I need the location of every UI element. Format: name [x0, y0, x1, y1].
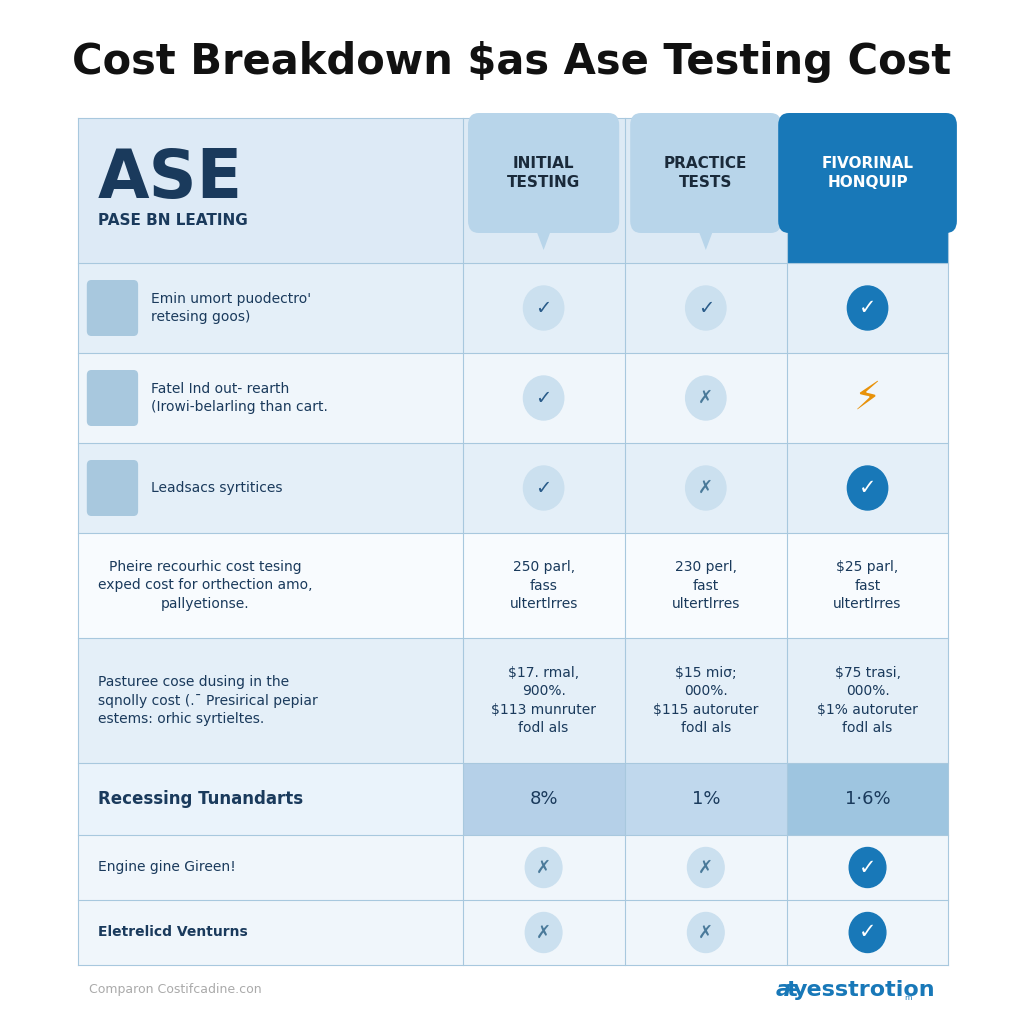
Circle shape — [523, 466, 564, 510]
Text: $75 trasi,
000%.
$1% autoruter
fodl als: $75 trasi, 000%. $1% autoruter fodl als — [817, 666, 918, 735]
Text: Pasturee cose dusing in the
sqnolly cost (.¯ Presirical pepiar
estems: orhic syr: Pasturee cose dusing in the sqnolly cost… — [98, 675, 317, 726]
Text: ✓: ✓ — [536, 299, 552, 317]
Text: ₘ: ₘ — [904, 989, 912, 1002]
Bar — [786, 763, 948, 835]
Circle shape — [523, 376, 564, 420]
Text: PRACTICE
TESTS: PRACTICE TESTS — [665, 157, 748, 189]
FancyBboxPatch shape — [87, 280, 138, 336]
Text: ✓: ✓ — [536, 478, 552, 498]
Polygon shape — [859, 228, 876, 250]
Bar — [78, 534, 948, 638]
Circle shape — [687, 912, 724, 952]
Circle shape — [848, 466, 888, 510]
Circle shape — [848, 286, 888, 330]
Text: Pheire recourhic cost tesing
exped cost for orthection amo,
pallyetionse.: Pheire recourhic cost tesing exped cost … — [98, 560, 312, 611]
Text: ✗: ✗ — [536, 924, 551, 941]
Text: ✓: ✓ — [859, 923, 877, 942]
FancyBboxPatch shape — [630, 113, 781, 233]
Text: 230 perl,
fast
ultertlrres: 230 perl, fast ultertlrres — [672, 560, 740, 611]
Circle shape — [686, 286, 726, 330]
Text: ASE: ASE — [98, 146, 243, 212]
FancyBboxPatch shape — [468, 113, 620, 233]
Text: ✗: ✗ — [698, 924, 714, 941]
Bar — [78, 118, 463, 263]
Circle shape — [525, 848, 562, 888]
Circle shape — [525, 912, 562, 952]
Bar — [78, 443, 948, 534]
Text: 250 parl,
fass
ultertlrres: 250 parl, fass ultertlrres — [509, 560, 578, 611]
Text: ✓: ✓ — [536, 388, 552, 408]
Text: Comparon Costifcadine.con: Comparon Costifcadine.con — [89, 983, 261, 996]
Text: yesstrotion: yesstrotion — [793, 980, 935, 1000]
Text: INITIAL
TESTING: INITIAL TESTING — [507, 157, 581, 189]
Text: $25 parl,
fast
ultertlrres: $25 parl, fast ultertlrres — [834, 560, 902, 611]
Text: a: a — [776, 980, 791, 1000]
Bar — [78, 118, 948, 965]
Text: ✗: ✗ — [698, 858, 714, 877]
Text: FIVORINAL
HONQUIP: FIVORINAL HONQUIP — [821, 157, 913, 189]
Bar — [78, 638, 948, 763]
Circle shape — [686, 466, 726, 510]
Text: PASE BN LEATING: PASE BN LEATING — [98, 213, 248, 228]
Text: $17. rmal,
900%.
$113 munruter
fodl als: $17. rmal, 900%. $113 munruter fodl als — [492, 666, 596, 735]
Text: Engine gine Gireen!: Engine gine Gireen! — [98, 860, 236, 874]
Text: $15 miσ;
000%.
$115 autoruter
fodl als: $15 miσ; 000%. $115 autoruter fodl als — [653, 666, 759, 735]
Bar — [625, 763, 786, 835]
FancyBboxPatch shape — [87, 370, 138, 426]
Text: ✗: ✗ — [698, 389, 714, 407]
Text: 1%: 1% — [691, 790, 720, 808]
Text: 8%: 8% — [529, 790, 558, 808]
Text: Leadsacs syrtitices: Leadsacs syrtitices — [151, 481, 283, 495]
Text: ✓: ✓ — [859, 298, 877, 318]
Circle shape — [849, 912, 886, 952]
Text: ⚡: ⚡ — [854, 379, 882, 417]
Bar — [78, 763, 463, 835]
FancyBboxPatch shape — [87, 460, 138, 516]
Text: ✗: ✗ — [536, 858, 551, 877]
Bar — [463, 118, 625, 263]
Text: Emin umort puodectro'
retesing goos): Emin umort puodectro' retesing goos) — [151, 292, 311, 325]
Bar — [463, 763, 625, 835]
Bar — [625, 118, 786, 263]
Circle shape — [849, 848, 886, 888]
Bar — [78, 263, 948, 353]
Text: Cost Breakdown $as Ase Testing Cost: Cost Breakdown $as Ase Testing Cost — [73, 41, 951, 83]
Text: Recessing Tunandarts: Recessing Tunandarts — [98, 790, 303, 808]
Circle shape — [687, 848, 724, 888]
FancyBboxPatch shape — [778, 113, 956, 233]
Text: ✓: ✓ — [859, 857, 877, 878]
Text: ✓: ✓ — [697, 299, 714, 317]
Polygon shape — [536, 228, 552, 250]
Text: ✗: ✗ — [698, 479, 714, 497]
Bar — [786, 118, 948, 263]
Bar — [78, 900, 948, 965]
Text: Fatel Ind out- rearth
(Irowi-belarling than cart.: Fatel Ind out- rearth (Irowi-belarling t… — [151, 382, 328, 414]
Bar — [78, 835, 948, 900]
Bar — [78, 353, 948, 443]
Circle shape — [523, 286, 564, 330]
Text: ✓: ✓ — [859, 478, 877, 498]
Text: ŧ: ŧ — [786, 980, 798, 1000]
Polygon shape — [697, 228, 714, 250]
Text: 1·6%: 1·6% — [845, 790, 890, 808]
Circle shape — [686, 376, 726, 420]
Text: Eletrelicd Venturns: Eletrelicd Venturns — [98, 926, 248, 939]
